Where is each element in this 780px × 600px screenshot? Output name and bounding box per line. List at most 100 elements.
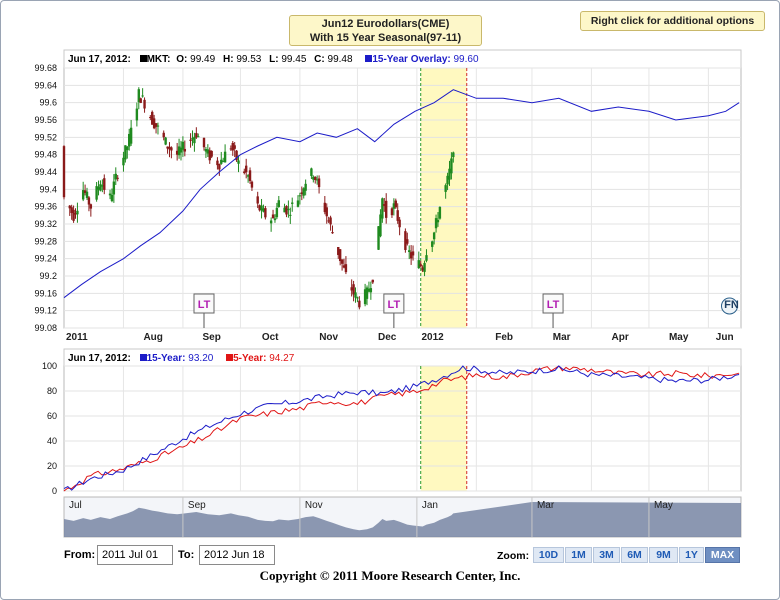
candle-body (156, 125, 160, 127)
candle-body (271, 214, 275, 219)
navigator-month-label: Jan (422, 500, 438, 511)
candle-body (369, 288, 373, 293)
top-legend-date: Jun 17, 2012: (68, 54, 131, 65)
chart-title-line1: Jun12 Eurodollars(CME) (321, 18, 450, 30)
seasonal-window-main (420, 68, 467, 328)
seasonal-y-tick-label: 100 (42, 361, 57, 371)
navigator-month-label: Sep (188, 500, 206, 511)
candle-body (128, 133, 131, 147)
candle-body (291, 202, 294, 204)
candle-body (450, 158, 453, 174)
candle-body (289, 214, 292, 216)
fifteen-year-swatch-icon (139, 354, 147, 361)
candle-body (277, 200, 280, 207)
mkt-swatch-icon (139, 55, 147, 62)
candle-body (315, 179, 319, 181)
candle-body (229, 148, 233, 150)
five-year-line (63, 365, 740, 492)
candle-body (87, 197, 91, 205)
lt-marker-badge (193, 293, 215, 314)
main-x-tick-label: Mar (553, 332, 571, 343)
candle-body (154, 123, 158, 127)
five-year-swatch-icon (226, 354, 234, 361)
from-label: From: (64, 549, 96, 561)
candle-body (208, 150, 211, 161)
candle-body (152, 118, 156, 129)
candle-body (371, 279, 374, 283)
candle-body (74, 213, 77, 215)
candle-body (452, 152, 455, 158)
candle-body (409, 252, 413, 259)
open-label: O: (176, 54, 188, 65)
candle-body (383, 204, 386, 206)
candle-body (431, 241, 434, 247)
zoom-1y-button[interactable]: 1Y (679, 547, 704, 563)
seasonal-y-tick-label: 0 (52, 486, 57, 496)
to-date-input[interactable] (199, 545, 275, 565)
candle-body (337, 246, 340, 255)
candle-body (177, 146, 181, 156)
chart-title: Jun12 Eurodollars(CME) With 15 Year Seas… (289, 15, 482, 46)
candle-body (394, 200, 397, 208)
main-y-tick-label: 99.64 (34, 80, 57, 90)
candle-body (317, 178, 321, 188)
navigator-month-label: Jul (69, 500, 82, 511)
candle-body (135, 108, 139, 121)
zoom-1m-button[interactable]: 1M (565, 547, 592, 563)
candle-body (218, 164, 221, 170)
candle-body (70, 207, 73, 214)
overlay-swatch-icon (365, 55, 373, 62)
candle-body (99, 184, 102, 191)
candle-body (103, 178, 106, 190)
candle-body (448, 168, 451, 180)
candle-body (101, 185, 104, 187)
candle-body (340, 259, 344, 264)
main-y-tick-label: 99.32 (34, 219, 57, 229)
main-y-tick-label: 99.24 (34, 254, 57, 264)
candle-body (183, 148, 187, 152)
candle-body (304, 183, 307, 191)
fifteen-year-line (63, 365, 740, 491)
options-button[interactable]: Right click for additional options (580, 11, 765, 31)
main-y-tick-label: 99.12 (34, 306, 57, 316)
candle-body (425, 255, 428, 261)
candle-body (116, 177, 119, 179)
zoom-6m-button[interactable]: 6M (621, 547, 648, 563)
navigator-month-label: Mar (537, 500, 555, 511)
to-label: To: (178, 549, 195, 561)
candle-body (189, 139, 192, 141)
candle-body (235, 150, 238, 161)
high-value: 99.53 (236, 54, 262, 65)
zoom-9m-button[interactable]: 9M (649, 547, 678, 563)
first-notice-marker: FN (720, 297, 739, 315)
lt-marker-badge (542, 293, 564, 314)
main-y-tick-label: 99.2 (39, 271, 57, 281)
zoom-max-button[interactable]: MAX (705, 547, 740, 563)
main-x-tick-label: Aug (143, 332, 162, 343)
candle-body (83, 190, 87, 194)
seasonal-y-tick-label: 60 (47, 411, 57, 421)
candle-body (202, 137, 206, 148)
candle-body (220, 159, 223, 164)
zoom-10d-button[interactable]: 10D (533, 547, 564, 563)
candle-body (406, 239, 409, 244)
candle-body (379, 214, 382, 237)
from-date-input[interactable] (97, 545, 173, 565)
zoom-3m-button[interactable]: 3M (593, 547, 620, 563)
candle-body (206, 149, 210, 154)
overlay-label: 15-Year Overlay: (372, 54, 451, 65)
navigator-month-label: Nov (305, 500, 323, 511)
candle-body (352, 284, 355, 295)
marker-label: LT (547, 299, 560, 311)
candle-body (195, 133, 198, 138)
low-label: L: (269, 54, 279, 65)
overlay-value: 99.60 (453, 54, 479, 65)
candle-body (216, 160, 219, 166)
candle-body (62, 146, 66, 198)
main-y-tick-label: 99.08 (34, 323, 57, 333)
main-y-tick-label: 99.68 (34, 63, 57, 73)
candle-body (302, 188, 305, 196)
main-y-tick-label: 99.44 (34, 167, 57, 177)
candle-body (398, 219, 401, 228)
